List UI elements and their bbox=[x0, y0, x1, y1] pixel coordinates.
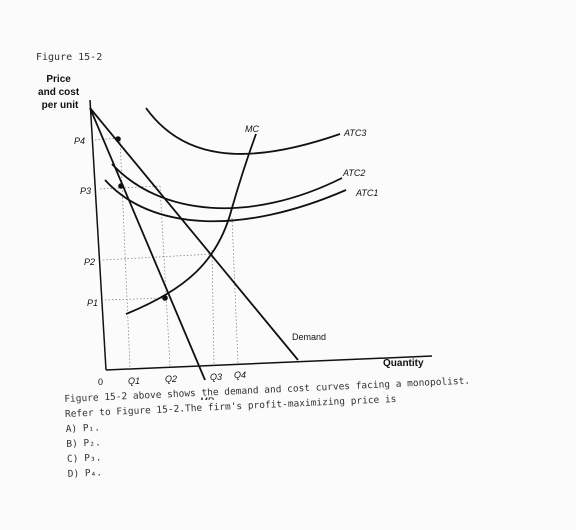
atc2-curve bbox=[111, 163, 343, 210]
p3-guide bbox=[99, 185, 161, 190]
origin-label: 0 bbox=[98, 377, 103, 387]
q4-label: Q4 bbox=[234, 370, 246, 380]
point-p4 bbox=[115, 136, 121, 142]
curves bbox=[89, 107, 347, 381]
atc1-curve bbox=[104, 179, 347, 223]
monopoly-cost-graph: Price and cost per unit Quantity 0 bbox=[38, 74, 433, 400]
p3-label: P3 bbox=[80, 186, 91, 196]
y-axis bbox=[89, 99, 107, 371]
p1-guide bbox=[104, 297, 166, 301]
y-axis-label: Price and cost per unit bbox=[38, 74, 82, 111]
x-axis bbox=[105, 355, 433, 371]
p4-label: P4 bbox=[74, 136, 85, 146]
mr-curve bbox=[89, 107, 206, 381]
q2-label: Q2 bbox=[165, 374, 177, 384]
p1-label: P1 bbox=[87, 298, 98, 308]
atc1-label: ATC1 bbox=[355, 188, 378, 198]
y-axis-label-line-3: per unit bbox=[42, 100, 79, 111]
atc2-label: ATC2 bbox=[342, 168, 365, 178]
q3-label: Q3 bbox=[210, 372, 222, 382]
figure-title: Figure 15-2 bbox=[36, 52, 103, 63]
mr-label: MR bbox=[200, 396, 214, 400]
q1-label: Q1 bbox=[128, 376, 140, 386]
q3-guide bbox=[211, 249, 215, 365]
point-p3 bbox=[118, 183, 124, 189]
atc3-curve bbox=[145, 107, 341, 155]
q4-guide bbox=[231, 217, 239, 364]
y-axis-label-line-2: and cost bbox=[38, 87, 80, 98]
p2-guide bbox=[102, 253, 213, 261]
mc-label: MC bbox=[245, 124, 259, 134]
p2-label: P2 bbox=[84, 257, 95, 267]
guide-lines bbox=[94, 137, 239, 369]
p4-guide bbox=[94, 137, 119, 141]
point-mc-mr bbox=[162, 295, 168, 301]
y-axis-label-line-1: Price bbox=[46, 74, 71, 85]
mc-curve bbox=[125, 133, 257, 315]
demand-label: Demand bbox=[292, 332, 326, 342]
x-axis-label: Quantity bbox=[383, 358, 424, 369]
demand-curve bbox=[89, 107, 299, 361]
atc3-label: ATC3 bbox=[343, 128, 366, 138]
